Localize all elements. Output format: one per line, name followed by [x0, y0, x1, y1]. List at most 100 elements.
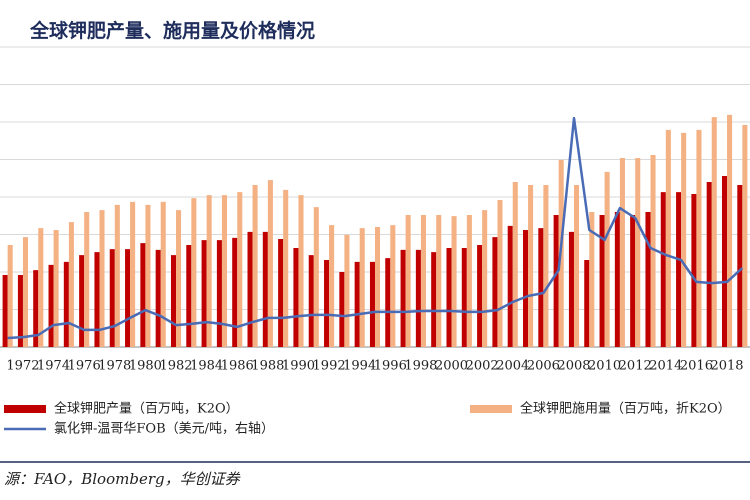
- bar: [492, 237, 498, 347]
- bar: [293, 248, 299, 347]
- bar: [63, 261, 69, 347]
- bar: [369, 261, 375, 347]
- bar: [216, 240, 222, 347]
- bar: [436, 215, 442, 347]
- bar: [497, 200, 503, 347]
- bar: [742, 125, 748, 347]
- bar: [706, 182, 712, 347]
- bar: [130, 201, 136, 347]
- legend-swatch: [4, 405, 46, 413]
- bar: [308, 255, 314, 347]
- bar: [400, 249, 406, 347]
- x-tick-label: 1984: [190, 359, 223, 374]
- bar: [109, 249, 115, 347]
- x-tick-label: 2008: [557, 359, 590, 374]
- bar: [247, 231, 253, 347]
- bar: [619, 158, 625, 347]
- bar: [451, 216, 457, 347]
- bar: [155, 249, 161, 347]
- bar: [262, 231, 268, 347]
- bar: [68, 222, 74, 347]
- bar: [339, 272, 345, 347]
- bar: [614, 212, 620, 347]
- x-tick-label: 1982: [159, 359, 192, 374]
- legend-label: 氯化钾-温哥华FOB（美元/吨，右轴）: [54, 422, 274, 437]
- bar: [538, 228, 544, 347]
- bar: [232, 237, 238, 347]
- bar: [681, 132, 687, 347]
- bar: [507, 225, 513, 347]
- bar: [415, 249, 421, 347]
- x-tick-label: 2002: [466, 359, 499, 374]
- bar: [114, 204, 120, 347]
- bar: [145, 204, 151, 347]
- x-tick-label: 2018: [710, 359, 743, 374]
- bar: [237, 192, 243, 347]
- bar: [660, 192, 666, 347]
- bar: [94, 252, 100, 347]
- bar: [528, 185, 534, 347]
- bar: [278, 239, 284, 347]
- bar: [645, 212, 651, 347]
- price-line: [7, 116, 744, 340]
- legend-swatch: [470, 405, 512, 413]
- bar: [201, 240, 207, 347]
- bar: [176, 210, 182, 347]
- bar: [482, 210, 488, 347]
- bar: [390, 225, 396, 347]
- bar: [359, 228, 365, 347]
- x-tick-label: 1978: [98, 359, 131, 374]
- bar: [344, 234, 350, 347]
- bar: [252, 185, 258, 347]
- bar: [676, 192, 682, 347]
- bar: [466, 215, 472, 347]
- bar: [727, 114, 733, 347]
- bar: [405, 215, 411, 347]
- bar: [543, 185, 549, 347]
- bar: [48, 264, 54, 347]
- bar: [599, 215, 605, 347]
- bar: [737, 185, 743, 347]
- bar: [665, 129, 671, 347]
- bar: [324, 260, 330, 347]
- chart-title: 全球钾肥产量、施用量及价格情况: [29, 19, 315, 42]
- legend-label: 全球钾肥施用量（百万吨，折K2O）: [520, 401, 731, 417]
- bar: [691, 194, 697, 347]
- legend-label: 全球钾肥产量（百万吨，K2O）: [54, 401, 239, 417]
- bar: [604, 171, 610, 347]
- x-tick-label: 2000: [435, 359, 468, 374]
- source: 源：FAO，Bloomberg，华创证券: [4, 470, 241, 488]
- bar: [2, 275, 8, 347]
- bar: [523, 230, 529, 347]
- bar: [375, 227, 381, 347]
- x-tick-label: 1990: [282, 359, 315, 374]
- bar: [354, 261, 360, 347]
- bar: [79, 255, 85, 347]
- bar: [99, 210, 105, 347]
- x-tick-label: 1976: [68, 359, 101, 374]
- bar: [313, 207, 319, 347]
- bar: [431, 252, 437, 347]
- x-tick-label: 1980: [129, 359, 162, 374]
- x-tick-label: 1988: [251, 359, 284, 374]
- bar: [553, 215, 559, 347]
- bar: [512, 182, 518, 347]
- x-tick-label: 2004: [496, 359, 529, 374]
- x-tick-label: 1974: [37, 359, 70, 374]
- x-tick-label: 1986: [221, 359, 254, 374]
- bar: [461, 248, 467, 347]
- bar: [267, 180, 273, 347]
- x-tick-label: 2016: [680, 359, 713, 374]
- bar: [140, 243, 146, 347]
- bar: [221, 195, 227, 347]
- bar: [630, 215, 636, 347]
- bar: [170, 255, 177, 347]
- bar: [22, 237, 29, 347]
- bar: [573, 185, 580, 347]
- bar: [477, 245, 483, 347]
- bar: [53, 230, 59, 347]
- bar: [635, 158, 641, 347]
- x-tick-label: 1972: [6, 359, 39, 374]
- x-tick-label: 2010: [588, 359, 621, 374]
